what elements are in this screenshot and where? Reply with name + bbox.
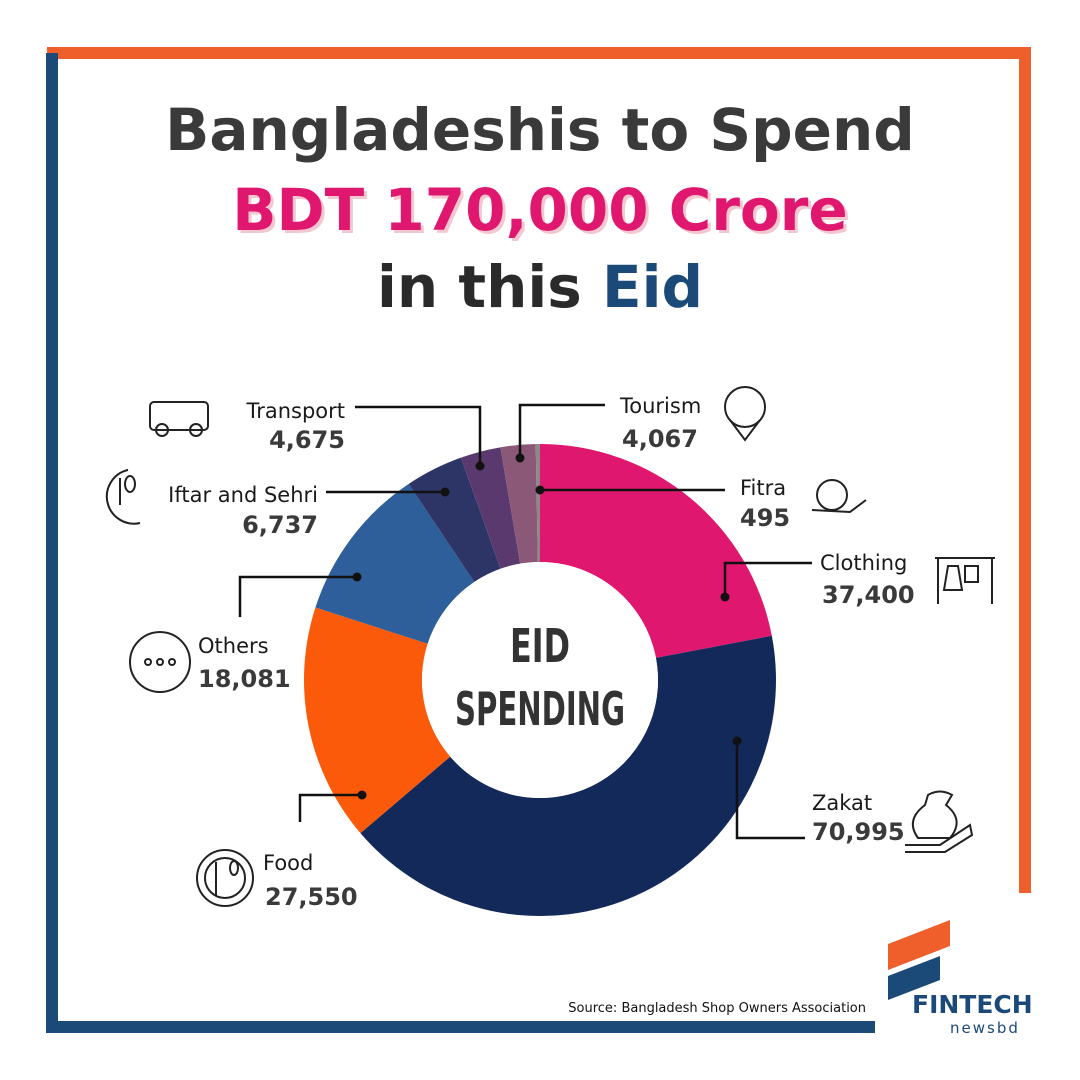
icon-globe [724,386,766,428]
slice [315,483,475,644]
value-label: 27,550 [265,883,358,911]
value-label: 4,067 [622,425,698,453]
center-hole [422,562,658,798]
leader-dot [732,736,742,746]
icon-spoon [124,475,136,493]
value-label: 70,995 [812,818,905,846]
icon-dot [144,658,152,666]
category-label: Others [198,634,269,658]
source: Source: Bangladesh Shop Owners Associati… [568,1001,866,1016]
title-line3: in this Eid [377,253,703,321]
title-line3-text: in this [377,253,582,321]
leader-dot [440,487,450,497]
logo-name: FINTECH [912,990,1033,1019]
value-label: 4,675 [269,426,345,454]
slice [360,635,776,917]
icon-spoon [229,860,239,876]
center-text: EID [510,619,570,673]
icon-plate-inner [204,857,246,899]
title-highlight: Eid [602,253,703,321]
icon-van-wheel [189,423,203,437]
leader-dot [352,572,362,582]
slice [500,444,538,564]
category-label: Tourism [619,394,701,418]
icon-coin [816,479,848,511]
icon-hand [905,823,974,853]
category-label: Clothing [820,551,907,575]
icon-dot [168,658,176,666]
logo-mark-top [888,920,950,970]
title-line2: BDT 170,000 Crore [232,176,847,244]
leader-dot [720,592,730,602]
icon-clothes [942,565,979,591]
leader-line [723,561,812,597]
icon-van [149,401,209,431]
value-label: 18,081 [198,665,291,693]
icon-van-wheel [155,423,169,437]
title-line2-shadow: BDT 170,000 Crore [235,179,850,247]
value-label: 495 [740,504,790,532]
logo-sub: newsbd [950,1019,1020,1037]
value-label: 6,737 [242,511,318,539]
icon-moon [105,469,141,525]
leader-dot [515,453,525,463]
slice [540,444,772,658]
value-label: 37,400 [822,581,915,609]
icon-hand [811,499,867,514]
leader-dot [357,790,367,800]
leader-line [518,403,605,458]
icon-pin [729,419,761,442]
leader-dot [475,461,485,471]
leader-dot [535,485,545,495]
leader-line [355,405,482,466]
center-text: SPENDING [455,682,625,736]
slice [304,607,451,834]
logo-mark-bottom [888,956,940,1000]
icon-dot [156,658,164,666]
slice [460,447,521,569]
icon-others [129,631,191,693]
slice [535,444,540,563]
slice [408,457,501,582]
donut-chart: EID SPENDING Clothing 37,400 Zakat 70,995 Food… [168,394,915,917]
leader-line [238,575,357,617]
category-label: Iftar and Sehri [168,483,318,507]
title-line1: Bangladeshis to Spend [165,96,915,164]
icon-plate [196,849,254,907]
category-label: Transport [245,399,345,423]
category-label: Food [263,851,313,875]
leader-line [735,741,805,840]
category-label: Zakat [812,791,872,815]
category-label: Fitra [740,476,786,500]
icon-bag [911,790,958,839]
leader-line [298,793,362,822]
icons [105,386,995,907]
